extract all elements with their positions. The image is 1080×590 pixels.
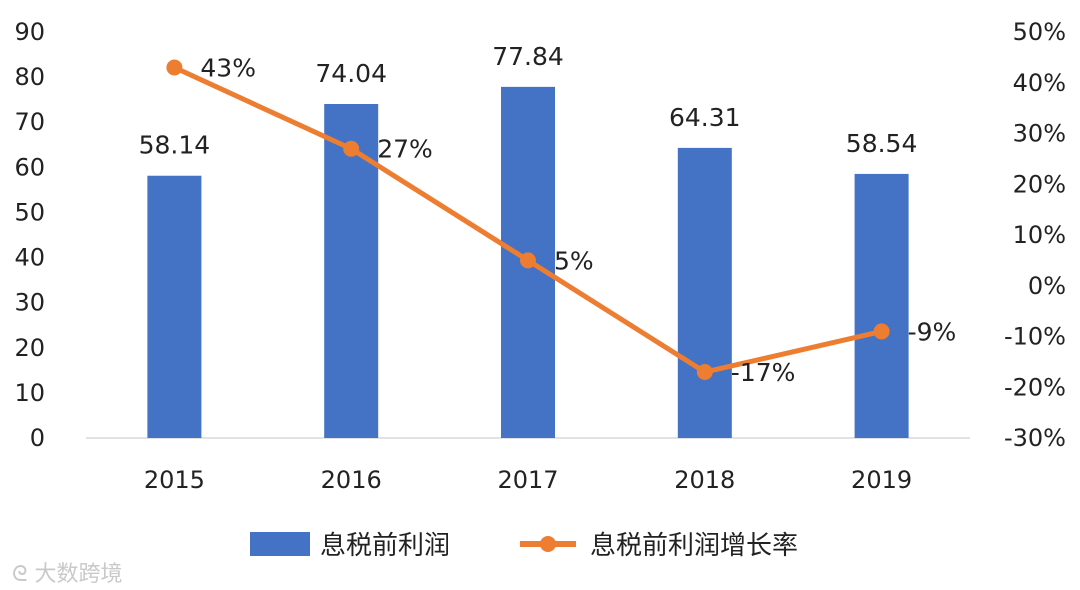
watermark-text: 大数跨境 [34, 562, 123, 587]
right-tick-label: 20% [1013, 170, 1066, 198]
line-point [166, 59, 183, 76]
bar-value-label: 58.54 [846, 129, 918, 158]
line-point [343, 140, 360, 157]
x-tick-label: 2018 [674, 466, 735, 494]
legend-swatch-marker [540, 536, 556, 552]
line-point [696, 364, 713, 381]
bar-value-label: 74.04 [315, 59, 387, 88]
line-series [166, 59, 890, 381]
x-tick-label: 2019 [851, 466, 912, 494]
legend-label-line: 息税前利润增长率 [590, 531, 798, 561]
bar-value-label: 77.84 [492, 42, 564, 71]
right-tick-label: 40% [1013, 69, 1066, 97]
watermark: ᘓ 大数跨境 [12, 556, 123, 588]
legend-label-bar: 息税前利润 [320, 531, 450, 561]
right-tick-label: -10% [1004, 323, 1066, 351]
x-tick-label: 2016 [321, 466, 382, 494]
left-tick-label: 50 [14, 198, 45, 226]
bar-series [147, 86, 909, 439]
left-tick-label: 30 [14, 289, 45, 317]
left-tick-label: 40 [14, 244, 45, 272]
bar-data-labels: 58.14 74.04 77.84 64.31 58.54 [139, 42, 918, 160]
bar-value-label: 64.31 [669, 103, 741, 132]
line-point [873, 323, 890, 340]
bar [854, 173, 909, 438]
line-value-label: 43% [200, 54, 256, 83]
bar-value-label: 58.14 [139, 131, 211, 160]
left-tick-label: 20 [14, 334, 45, 362]
legend-swatch-bar [250, 532, 310, 556]
x-tick-label: 2017 [497, 466, 558, 494]
right-tick-label: -20% [1004, 373, 1066, 401]
right-tick-label: -30% [1004, 424, 1066, 452]
line-value-label: -17% [731, 358, 796, 387]
right-tick-label: 10% [1013, 221, 1066, 249]
right-tick-label: 0% [1028, 272, 1066, 300]
line-value-label: -9% [908, 317, 957, 346]
line-point [520, 252, 536, 269]
left-tick-label: 0 [30, 424, 45, 452]
x-tick-label: 2015 [144, 466, 205, 494]
left-axis: 0 10 20 30 40 50 60 70 80 90 [14, 18, 45, 452]
line-value-label: 5% [554, 246, 594, 275]
right-tick-label: 30% [1013, 120, 1066, 148]
line-value-label: 27% [377, 135, 433, 164]
right-tick-label: 50% [1013, 18, 1066, 46]
left-tick-label: 10 [14, 379, 45, 407]
left-tick-label: 70 [14, 108, 45, 136]
bar [147, 175, 202, 438]
left-tick-label: 60 [14, 153, 45, 181]
left-tick-label: 80 [14, 63, 45, 91]
bar [677, 147, 732, 438]
legend: 息税前利润 息税前利润增长率 [250, 531, 798, 561]
line-data-labels: 43% 27% 5% -17% -9% [200, 54, 957, 387]
x-axis: 2015 2016 2017 2018 2019 [144, 466, 912, 494]
left-tick-label: 90 [14, 18, 45, 46]
right-axis: -30% -20% -10% 0% 10% 20% 30% 40% 50% [1004, 18, 1066, 452]
watermark-logo-icon: ᘓ [12, 562, 28, 587]
